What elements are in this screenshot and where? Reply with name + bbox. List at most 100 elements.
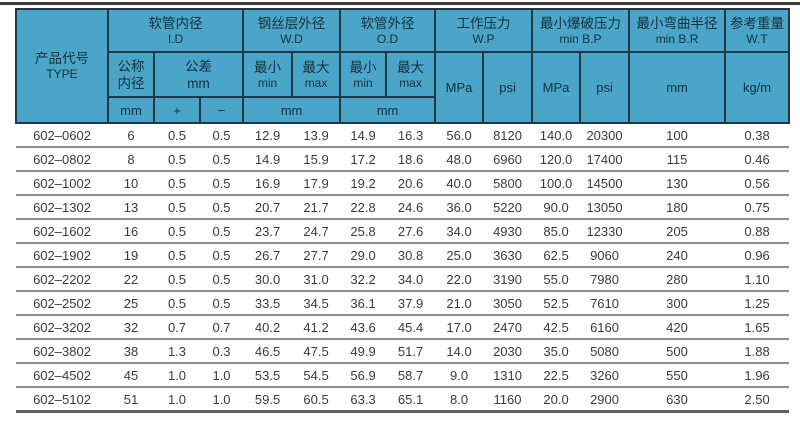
product-code-label-en: TYPE	[46, 67, 78, 81]
cell-nominal-id-mm: 19	[108, 243, 154, 268]
cell-wd-max: 54.5	[292, 363, 341, 388]
max-label-en: max	[399, 75, 422, 90]
cell-weight-kg-per-m: 1.96	[725, 363, 790, 388]
cell-product-code: 602–3802	[16, 339, 108, 364]
hose-spec-table: 产品代号 TYPE 软管内径 I.D 钢丝层外径 W.D 软管外径 O.D 工作…	[15, 8, 791, 413]
cell-wd-min: 59.5	[243, 387, 293, 413]
max-label-zh: 最大	[302, 59, 330, 75]
cell-bp-psi: 6160	[580, 315, 630, 340]
cell-wp-mpa: 17.0	[435, 315, 484, 340]
cell-od-min: 17.2	[340, 147, 387, 172]
cell-bp-psi: 2900	[580, 387, 630, 413]
subheader-wd-min: 最小 min	[242, 51, 294, 98]
cell-tolerance-minus: 0.3	[200, 339, 244, 364]
subheader-nominal-id: 公称 内径	[107, 51, 155, 98]
cell-min-bend-radius-mm: 550	[629, 363, 726, 388]
cell-tolerance-plus: 0.5	[154, 147, 200, 172]
cell-wd-min: 53.5	[243, 363, 293, 388]
cell-tolerance-plus: 1.3	[154, 339, 200, 364]
cell-tolerance-minus: 0.5	[200, 123, 244, 148]
table-row: 602–1902 19 0.5 0.5 26.7 27.7 29.0 30.8 25.0 3630…	[16, 243, 790, 268]
cell-min-bend-radius-mm: 300	[629, 291, 726, 316]
cell-wp-psi: 4930	[483, 219, 533, 244]
cell-min-bend-radius-mm: 180	[629, 195, 726, 220]
cell-wd-max: 27.7	[292, 243, 341, 268]
group-label-zh: 软管外径	[360, 15, 415, 31]
cell-od-min: 19.2	[340, 171, 387, 196]
cell-min-bend-radius-mm: 420	[629, 315, 726, 340]
cell-tolerance-minus: 0.5	[200, 243, 244, 268]
group-label-en: min B.P	[559, 31, 602, 46]
table-row: 602–3802 38 1.3 0.3 46.5 47.5 49.9 51.7 14.0 2030…	[16, 339, 790, 364]
cell-od-min: 14.9	[340, 123, 387, 148]
cell-tolerance-plus: 1.0	[154, 387, 200, 413]
cell-wd-max: 15.9	[292, 147, 341, 172]
cell-nominal-id-mm: 16	[108, 219, 154, 244]
subheader-wt-kgm: kg/m	[724, 51, 791, 124]
cell-tolerance-plus: 0.7	[154, 315, 200, 340]
unit-tolerance-minus: −	[198, 96, 245, 124]
cell-bp-psi: 5080	[580, 339, 630, 364]
cell-wd-max: 24.7	[292, 219, 341, 244]
subheader-wd-max: 最大 max	[291, 51, 342, 98]
cell-od-max: 20.6	[386, 171, 436, 196]
cell-min-bend-radius-mm: 100	[629, 123, 726, 148]
cell-wp-mpa: 56.0	[435, 123, 484, 148]
cell-weight-kg-per-m: 1.10	[725, 267, 790, 292]
cell-wp-psi: 1160	[483, 387, 533, 413]
cell-nominal-id-mm: 6	[108, 123, 154, 148]
cell-od-max: 16.3	[386, 123, 436, 148]
cell-wp-mpa: 34.0	[435, 219, 484, 244]
cell-od-min: 22.8	[340, 195, 387, 220]
cell-wd-max: 41.2	[292, 315, 341, 340]
cell-wp-mpa: 40.0	[435, 171, 484, 196]
cell-wd-max: 47.5	[292, 339, 341, 364]
cell-wp-psi: 5220	[483, 195, 533, 220]
cell-wd-min: 12.9	[243, 123, 293, 148]
cell-bp-mpa: 100.0	[532, 171, 581, 196]
cell-product-code: 602–2502	[16, 291, 108, 316]
table-row: 602–0802 8 0.5 0.5 14.9 15.9 17.2 18.6 48.0 6960 1…	[16, 147, 790, 172]
cell-nominal-id-mm: 22	[108, 267, 154, 292]
cell-wp-psi: 5800	[483, 171, 533, 196]
cell-wd-min: 30.0	[243, 267, 293, 292]
unit-nominal-mm: mm	[107, 96, 155, 124]
min-label-zh: 最小	[349, 59, 377, 75]
cell-wp-psi: 3190	[483, 267, 533, 292]
cell-od-max: 51.7	[386, 339, 436, 364]
subheader-od-min: 最小 min	[339, 51, 388, 98]
subheader-bp-mpa: MPa	[531, 51, 582, 124]
table-row: 602–5102 51 1.0 1.0 59.5 60.5 63.3 65.1 8.0 1160 2…	[16, 387, 790, 413]
table-row: 602–2502 25 0.5 0.5 33.5 34.5 36.1 37.9 21.0 3050…	[16, 291, 790, 316]
group-label-zh: 参考重量	[730, 15, 785, 31]
cell-wp-mpa: 14.0	[435, 339, 484, 364]
cell-tolerance-minus: 0.7	[200, 315, 244, 340]
cell-wp-psi: 1310	[483, 363, 533, 388]
cell-bp-psi: 7610	[580, 291, 630, 316]
unit-od-mm: mm	[339, 96, 437, 124]
cell-product-code: 602–1302	[16, 195, 108, 220]
cell-product-code: 602–4502	[16, 363, 108, 388]
col-group-burst-pressure: 最小爆破压力 min B.P	[531, 8, 631, 53]
group-label-en: I.D	[167, 31, 184, 46]
cell-bp-psi: 13050	[580, 195, 630, 220]
cell-bp-mpa: 52.5	[532, 291, 581, 316]
group-label-en: O.D	[376, 31, 399, 46]
nominal-id-line2: 内径	[117, 75, 145, 91]
cell-weight-kg-per-m: 1.88	[725, 339, 790, 364]
cell-product-code: 602–1002	[16, 171, 108, 196]
col-group-inner-diameter: 软管内径 I.D	[106, 8, 245, 53]
cell-bp-psi: 20300	[580, 123, 630, 148]
cell-wd-max: 21.7	[292, 195, 341, 220]
cell-tolerance-plus: 0.5	[154, 219, 200, 244]
cell-min-bend-radius-mm: 130	[629, 171, 726, 196]
cell-wp-psi: 2470	[483, 315, 533, 340]
group-label-en: W.P	[472, 31, 495, 46]
subheader-bp-psi: psi	[579, 51, 631, 124]
table-row: 602–4502 45 1.0 1.0 53.5 54.5 56.9 58.7 9.0 1310 2…	[16, 363, 790, 388]
cell-weight-kg-per-m: 0.38	[725, 123, 790, 148]
cell-weight-kg-per-m: 0.96	[725, 243, 790, 268]
cell-wp-mpa: 22.0	[435, 267, 484, 292]
subheader-br-mm: mm	[628, 51, 727, 124]
cell-weight-kg-per-m: 0.75	[725, 195, 790, 220]
